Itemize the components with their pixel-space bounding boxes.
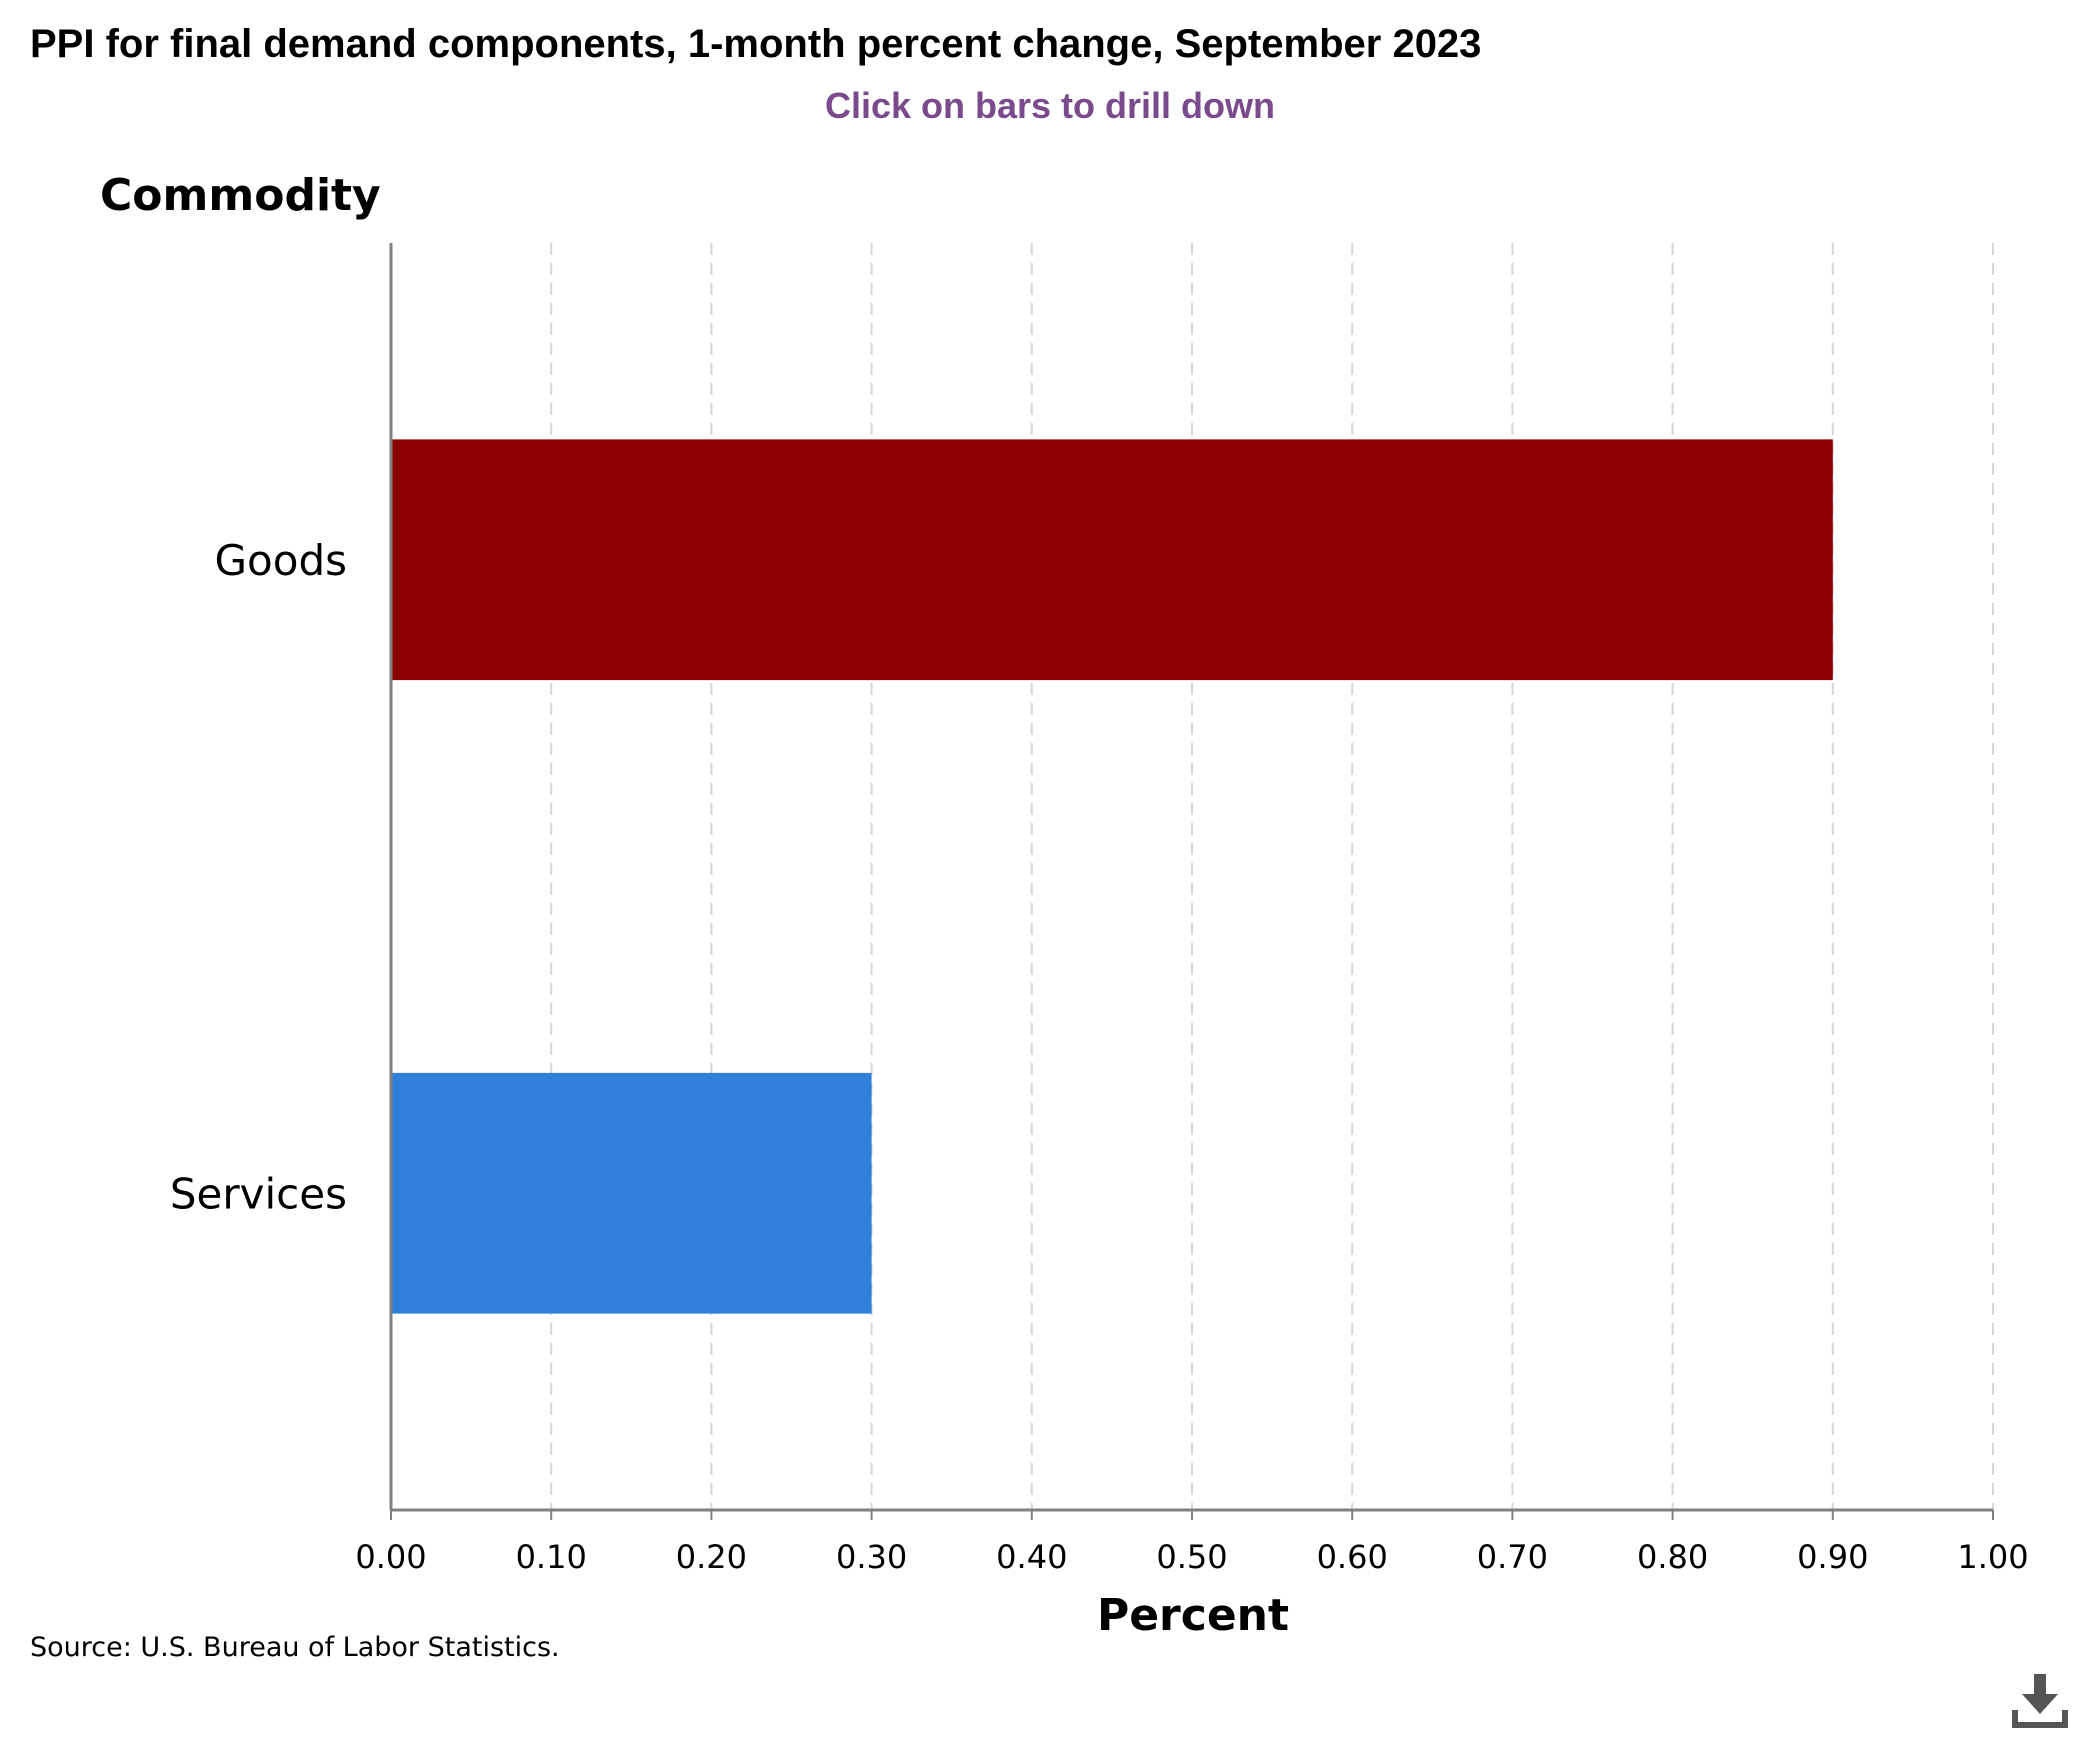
chart-title: PPI for final demand components, 1-month… bbox=[30, 22, 1482, 66]
source-note: Source: U.S. Bureau of Labor Statistics. bbox=[30, 1632, 560, 1663]
x-tick-label: 0.60 bbox=[1317, 1538, 1388, 1576]
bar-services[interactable] bbox=[391, 1072, 872, 1314]
gridlines bbox=[550, 243, 1994, 1510]
x-tick-label: 0.90 bbox=[1797, 1538, 1868, 1576]
labels: 0.00 0.10 0.20 0.30 0.40 0.50 0.60 0.70 0.80 0.90… bbox=[170, 536, 2029, 1576]
x-tick-label: 0.50 bbox=[1156, 1538, 1227, 1576]
download-icon[interactable] bbox=[2008, 1670, 2072, 1734]
x-tick-label: 0.20 bbox=[676, 1538, 747, 1576]
x-tick-label: 0.10 bbox=[516, 1538, 587, 1576]
bars bbox=[391, 439, 1833, 1314]
bar-goods[interactable] bbox=[391, 439, 1833, 681]
x-tick-label: 0.40 bbox=[996, 1538, 1067, 1576]
y-category-label: Goods bbox=[215, 536, 347, 585]
x-tick-label: 0.80 bbox=[1637, 1538, 1708, 1576]
x-tick-label: 0.00 bbox=[355, 1538, 426, 1576]
x-axis-title: Percent bbox=[1097, 1590, 1289, 1641]
y-category-label: Services bbox=[170, 1169, 347, 1218]
x-tick-label: 0.30 bbox=[836, 1538, 907, 1576]
x-tick-label: 0.70 bbox=[1477, 1538, 1548, 1576]
axes bbox=[389, 243, 1994, 1520]
y-axis-title: Commodity bbox=[100, 170, 381, 221]
x-tick-label: 1.00 bbox=[1957, 1538, 2028, 1576]
drill-down-hint[interactable]: Click on bars to drill down bbox=[824, 85, 1276, 126]
